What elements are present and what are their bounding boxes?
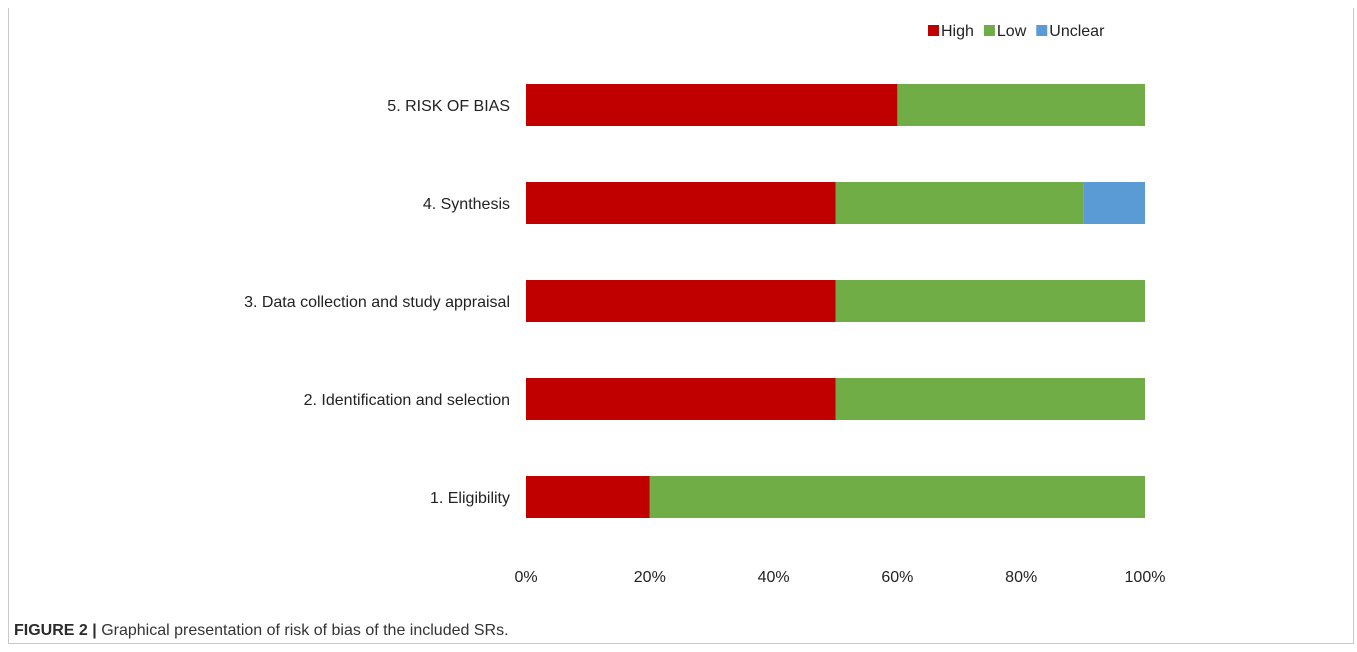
- legend-swatch-unclear: [1036, 25, 1048, 36]
- x-axis-ticks: 0% 20% 40% 60% 80% 100%: [514, 569, 1165, 586]
- category-label: 5. RISK OF BIAS: [387, 98, 510, 115]
- bar-segment-low-5: [649, 476, 1145, 518]
- bar-segment-low-2: [835, 182, 1084, 224]
- legend-swatch-high: [928, 25, 939, 36]
- legend-label-high: High: [941, 23, 974, 40]
- category-labels: 5. RISK OF BIAS 4. Synthesis 3. Data colle…: [244, 98, 510, 507]
- x-tick-label: 20%: [634, 569, 666, 586]
- category-label: 1. Eligibility: [430, 490, 510, 507]
- bar-segment-high-1: [526, 84, 898, 126]
- legend-label-low: Low: [997, 23, 1027, 40]
- x-tick-label: 80%: [1005, 569, 1037, 586]
- x-tick-label: 40%: [758, 569, 790, 586]
- bar-segment-high-5: [526, 476, 650, 518]
- bar-segment-low-3: [835, 280, 1145, 322]
- x-tick-label: 100%: [1125, 569, 1166, 586]
- figure-border: [8, 8, 1354, 644]
- legend-swatch-low: [983, 25, 995, 36]
- category-label: 3. Data collection and study appraisal: [244, 294, 510, 311]
- legend-label-unclear: Unclear: [1049, 23, 1105, 40]
- bar-segment-low-4: [835, 378, 1145, 420]
- x-tick-label: 60%: [881, 569, 913, 586]
- bar-segment-high-4: [526, 378, 836, 420]
- caption-text: Graphical presentation of risk of bias o…: [101, 622, 509, 639]
- chart-bars: [526, 84, 1145, 518]
- category-label: 4. Synthesis: [423, 196, 510, 213]
- x-tick-label: 0%: [514, 569, 537, 586]
- figure-caption: FIGURE 2 | Graphical presentation of ris…: [14, 622, 509, 640]
- category-label: 2. Identification and selection: [304, 392, 510, 409]
- bar-segment-high-2: [526, 182, 836, 224]
- bar-segment-low-1: [897, 84, 1145, 126]
- chart-legend: High Low Unclear: [928, 23, 1105, 40]
- caption-separator: |: [92, 622, 97, 639]
- bar-segment-unclear-2: [1083, 182, 1145, 224]
- bar-segment-high-3: [526, 280, 836, 322]
- caption-label: FIGURE 2: [14, 622, 88, 639]
